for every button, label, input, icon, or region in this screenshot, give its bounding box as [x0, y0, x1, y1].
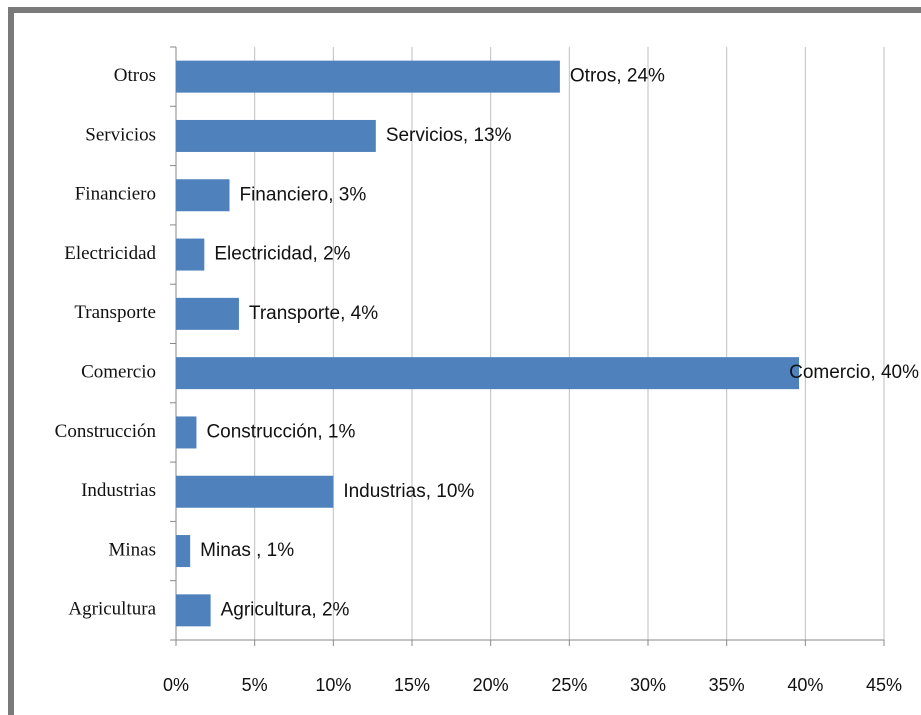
data-label: Comercio, 40%	[789, 362, 919, 383]
y-tick-label: Comercio	[81, 362, 156, 383]
x-tick-label: 15%	[394, 675, 430, 695]
bar	[176, 60, 560, 93]
data-label: Minas , 1%	[200, 540, 294, 561]
bar	[176, 475, 334, 508]
y-tick-label: Agricultura	[68, 599, 156, 620]
bar	[176, 357, 800, 390]
y-tick-label: Construcción	[55, 421, 157, 442]
bar	[176, 416, 197, 449]
data-label: Transporte, 4%	[249, 303, 378, 324]
bar	[176, 297, 239, 330]
x-tick-label: 30%	[630, 675, 666, 695]
frame	[8, 7, 921, 715]
x-tick-label: 5%	[242, 675, 268, 695]
x-tick-label: 10%	[315, 675, 351, 695]
data-label: Electricidad, 2%	[214, 244, 350, 265]
bar	[176, 238, 205, 271]
y-tick-label: Minas	[109, 539, 157, 560]
y-tick-label: Servicios	[85, 124, 156, 145]
y-tick-label: Financiero	[75, 184, 156, 205]
x-tick-label: 25%	[551, 675, 587, 695]
bar	[176, 119, 376, 152]
x-tick-label: 45%	[866, 675, 902, 695]
bar	[176, 179, 230, 212]
y-tick-label: Otros	[114, 65, 156, 86]
data-label: Servicios, 13%	[386, 125, 512, 146]
y-tick-label: Electricidad	[64, 243, 156, 264]
y-tick-label: Industrias	[81, 480, 156, 501]
data-label: Construcción, 1%	[206, 421, 355, 442]
bar	[176, 594, 211, 627]
x-tick-label: 20%	[473, 675, 509, 695]
data-label: Agricultura, 2%	[221, 599, 350, 620]
x-tick-label: 35%	[709, 675, 745, 695]
x-tick-label: 40%	[787, 675, 823, 695]
y-tick-label: Transporte	[74, 302, 156, 323]
data-label: Financiero, 3%	[239, 184, 366, 205]
data-label: Industrias, 10%	[343, 481, 474, 502]
bar	[176, 535, 191, 568]
data-label: Otros, 24%	[570, 66, 665, 87]
x-tick-label: 0%	[163, 675, 189, 695]
